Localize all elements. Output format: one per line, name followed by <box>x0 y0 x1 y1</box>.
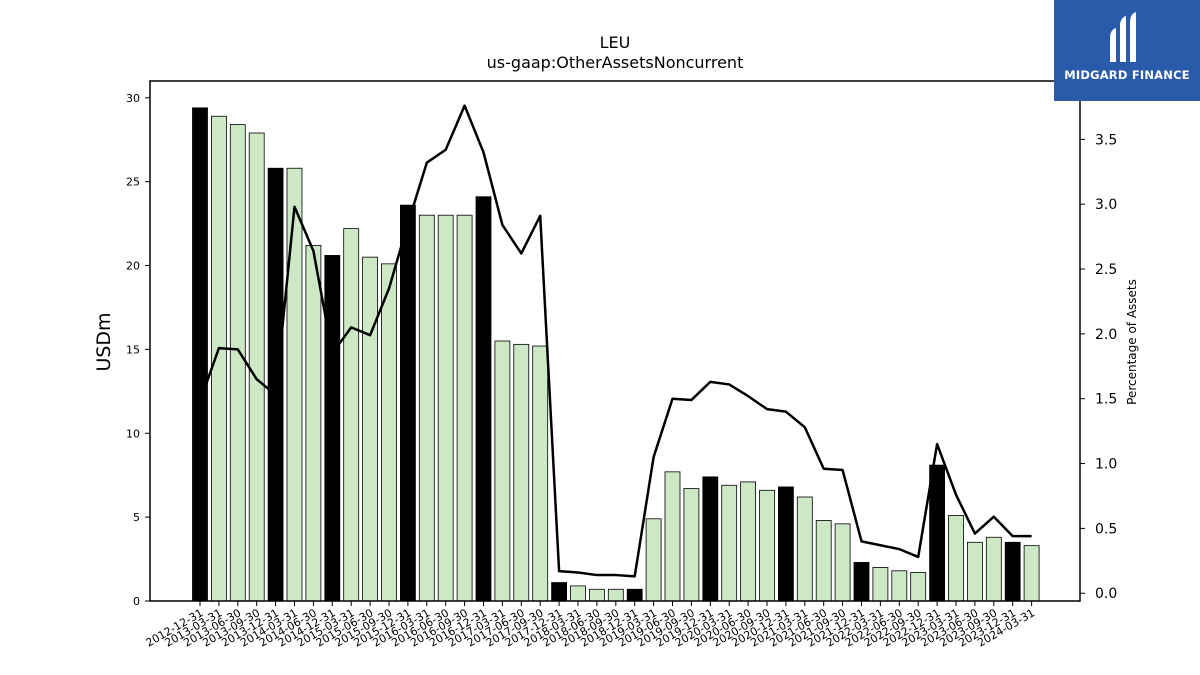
y2-tick-label: 3.0 <box>1095 197 1117 213</box>
bar-2014-12-31 <box>324 255 341 602</box>
bar-2013-09-30 <box>248 132 265 602</box>
bar-2024-03-31 <box>1023 545 1040 602</box>
bar-2019-12-31 <box>702 476 719 602</box>
bar-2015-12-31 <box>399 204 416 602</box>
plot-frame <box>149 80 1081 602</box>
bar-2014-03-31 <box>286 167 303 602</box>
y2-tick-label: 2.0 <box>1095 327 1117 343</box>
bar-2022-06-30 <box>891 570 908 602</box>
bar-2023-09-30 <box>985 536 1002 602</box>
bar-2020-03-31 <box>721 484 738 602</box>
y-tick-label: 25 <box>126 176 140 189</box>
bar-2016-12-31 <box>475 196 492 602</box>
y2-tick-label: 1.5 <box>1095 392 1117 408</box>
bar-2015-09-30 <box>381 263 397 602</box>
y2-axis-label: Percentage of Assets <box>1125 279 1139 405</box>
y2-tick-label: 0.5 <box>1095 521 1117 537</box>
bar-2018-09-30 <box>607 588 624 602</box>
y-tick-label: 20 <box>126 260 140 273</box>
bar-2022-09-30 <box>910 572 927 602</box>
bar-group <box>192 107 1040 602</box>
logo-text: MIDGARD FINANCE <box>1064 68 1190 82</box>
line-series-percentage <box>198 104 1032 578</box>
bar-2021-06-30 <box>815 520 832 602</box>
y2-tick-label: 2.5 <box>1095 262 1117 278</box>
midgard-logo-icon <box>1110 12 1136 62</box>
chart-title: LEU <box>600 33 631 52</box>
y-tick-label: 0 <box>133 595 140 608</box>
bar-2021-03-31 <box>796 496 813 602</box>
y-tick-label: 10 <box>126 427 140 440</box>
bar-2016-03-31 <box>418 214 435 602</box>
bar-2017-12-31 <box>551 582 567 602</box>
chart-subtitle: us-gaap:OtherAssetsNoncurrent <box>487 53 744 72</box>
bar-2015-06-30 <box>362 256 379 602</box>
y2-tick-label: 0.0 <box>1095 586 1117 602</box>
line-group <box>198 104 1032 578</box>
bar-2017-09-30 <box>532 345 549 602</box>
bar-2013-03-31 <box>210 115 227 602</box>
bar-2019-06-30 <box>664 471 681 602</box>
bar-2021-09-30 <box>834 523 851 602</box>
midgard-finance-logo: MIDGARD FINANCE <box>1054 0 1200 101</box>
y2-tick-label: 1.0 <box>1095 457 1117 473</box>
bar-2014-06-30 <box>305 244 322 602</box>
bar-2015-03-31 <box>343 228 360 602</box>
bar-2017-06-30 <box>513 343 530 602</box>
bar-2023-12-31 <box>1004 541 1021 602</box>
bar-2020-12-31 <box>778 486 794 602</box>
y-axis-label: USDm <box>93 312 115 371</box>
bar-2016-09-30 <box>456 214 473 602</box>
bar-2012-12-31 <box>192 107 208 602</box>
bar-2020-09-30 <box>759 489 775 602</box>
bar-2019-09-30 <box>683 488 700 602</box>
bar-2017-03-31 <box>494 340 511 602</box>
bar-2018-12-31 <box>626 588 643 602</box>
y-tick-label: 15 <box>126 343 140 356</box>
axes: 0510152025300.00.51.01.52.02.53.03.52012… <box>126 80 1117 650</box>
bar-2013-06-30 <box>229 124 246 602</box>
y-tick-label: 30 <box>126 92 140 105</box>
bar-2023-06-30 <box>967 541 983 602</box>
bar-2020-06-30 <box>740 481 756 602</box>
bar-2018-03-31 <box>570 585 586 602</box>
bar-2021-12-31 <box>853 562 870 602</box>
bar-2019-03-31 <box>645 518 662 602</box>
bar-2022-12-31 <box>929 464 945 602</box>
bar-2023-03-31 <box>948 515 964 602</box>
bar-2016-06-30 <box>437 214 454 602</box>
bar-2022-03-31 <box>872 567 889 602</box>
y2-tick-label: 3.5 <box>1095 132 1117 148</box>
y-tick-label: 5 <box>133 511 140 524</box>
bar-2018-06-30 <box>589 588 605 602</box>
